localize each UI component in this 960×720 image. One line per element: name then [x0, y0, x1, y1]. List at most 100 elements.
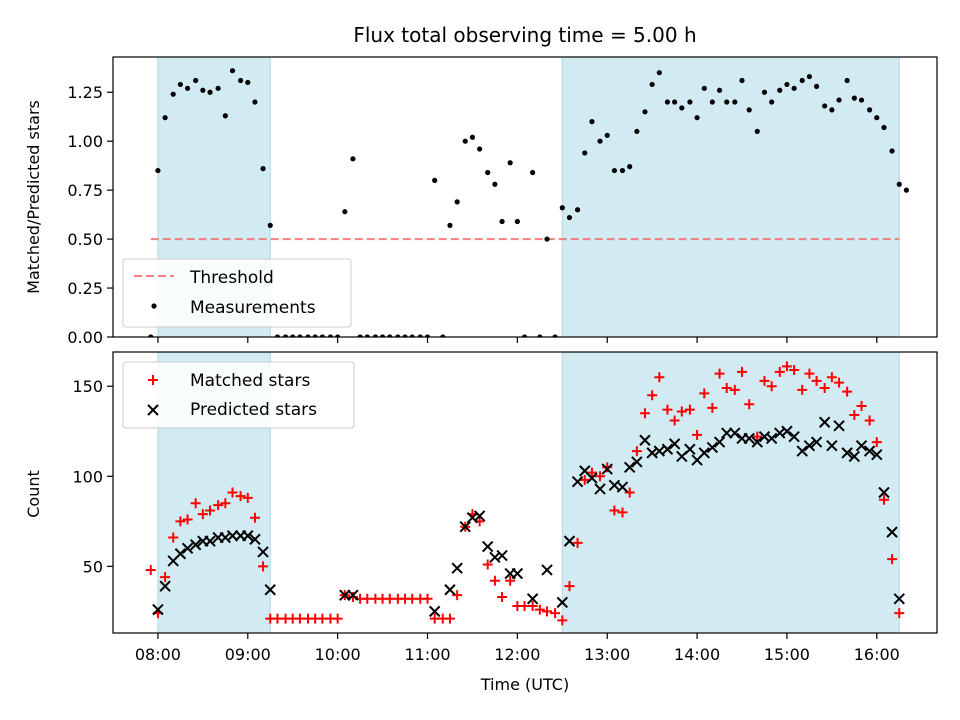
measurement-point: [896, 181, 902, 187]
matched-star-point: [676, 406, 687, 417]
predicted-star-point: [871, 448, 883, 461]
matched-star-point: [168, 532, 179, 543]
predicted-star-point: [855, 439, 868, 452]
measurement-point: [604, 132, 610, 138]
measurement-point: [252, 99, 258, 105]
measurement-point: [889, 148, 895, 154]
measurement-point: [679, 105, 685, 111]
matched-star-point: [182, 514, 193, 525]
predicted-star-point: [594, 483, 606, 495]
x-tick-label: 11:00: [404, 645, 450, 664]
matched-star-point: [692, 429, 703, 440]
measurement-point: [656, 70, 662, 76]
measurement-point: [454, 199, 460, 205]
x-tick-label: 15:00: [764, 645, 810, 664]
matched-star-point: [669, 415, 680, 426]
predicted-star-point: [684, 443, 696, 455]
measurement-point: [701, 85, 707, 91]
predicted-star-point: [668, 438, 681, 450]
x-tick-label: 08:00: [135, 645, 181, 664]
bottom-series-1: [152, 416, 905, 618]
predicted-star-point: [563, 535, 576, 547]
measurement-point: [874, 115, 880, 121]
measurement-point: [836, 97, 842, 103]
matched-stars-legend-swatch: [148, 375, 158, 385]
predicted-star-point: [339, 589, 351, 601]
measurement-point: [634, 128, 640, 135]
measurement-point: [813, 83, 820, 89]
measurement-point: [724, 99, 730, 105]
measurement-point: [672, 99, 678, 105]
measurement-point: [829, 107, 835, 113]
top-y-tick-label: 0.00: [67, 328, 103, 347]
measurement-point: [432, 177, 438, 183]
measurement-point: [350, 156, 356, 162]
measurement-point: [784, 81, 790, 88]
predicted-star-point: [781, 425, 793, 437]
measurement-point: [260, 166, 266, 172]
matched-star-point: [609, 505, 620, 516]
measurement-point: [844, 77, 850, 84]
matched-star-point: [550, 608, 561, 619]
predicted-star-point: [249, 533, 261, 546]
measurement-point: [409, 334, 415, 337]
matched-star-point: [834, 377, 845, 388]
matched-star-point: [160, 572, 171, 583]
measurement-point: [469, 134, 476, 140]
predicted-star-point: [848, 450, 861, 463]
predicted-star-point: [257, 546, 269, 558]
matched-star-point: [572, 537, 583, 548]
matched-star-point: [878, 494, 889, 505]
matched-star-point: [332, 613, 343, 624]
measurement-point: [858, 97, 865, 103]
predicted-star-point: [159, 580, 171, 592]
matched-star-point: [774, 366, 785, 377]
predicted-star-point: [698, 447, 710, 459]
matched-star-point: [617, 507, 628, 518]
predicted-star-point: [639, 434, 651, 446]
bottom-legend-box: [122, 361, 355, 429]
x-tick-label: 16:00: [854, 645, 900, 664]
measurement-point: [312, 334, 318, 337]
matched-star-point: [205, 505, 216, 516]
predicted-star-point: [152, 603, 164, 616]
measurement-point: [716, 87, 723, 93]
measurement-point: [903, 187, 910, 193]
measurement-point: [207, 89, 213, 95]
measurement-point: [822, 103, 828, 109]
measurement-point: [574, 207, 581, 213]
matched-star-point: [699, 388, 710, 399]
matched-star-point: [766, 381, 777, 392]
matched-star-point: [602, 462, 613, 473]
matched-star-point: [721, 383, 732, 394]
predicted-star-point: [347, 589, 359, 601]
bottom-legend: Matched stars Predicted stars: [122, 361, 355, 429]
x-tick-label: 13:00: [584, 645, 630, 664]
measurement-point: [806, 73, 813, 80]
measurement-point: [791, 85, 797, 91]
measurement-point: [155, 167, 161, 174]
matched-stars-legend-label: Matched stars: [190, 371, 310, 391]
threshold-legend-label: Threshold: [189, 268, 274, 288]
measurement-point: [387, 334, 393, 337]
matched-star-point: [227, 487, 238, 498]
matched-star-point: [624, 487, 635, 498]
predicted-star-point: [729, 427, 741, 439]
measurement-point: [148, 334, 154, 337]
matched-star-point: [811, 375, 822, 386]
predicted-stars-legend-label: Predicted stars: [190, 400, 317, 420]
predicted-star-point: [616, 481, 629, 493]
predicted-star-point: [428, 605, 441, 618]
measurement-point: [582, 150, 588, 156]
predicted-star-point: [796, 445, 808, 457]
matched-star-point: [347, 591, 358, 602]
matched-star-point: [175, 516, 186, 527]
measurement-point: [402, 334, 408, 337]
measurement-point: [170, 91, 176, 97]
matched-star-point: [534, 604, 545, 615]
measurement-point: [687, 99, 693, 105]
predicted-star-point: [826, 439, 838, 452]
matched-star-point: [797, 384, 808, 395]
matched-star-point: [249, 512, 260, 523]
